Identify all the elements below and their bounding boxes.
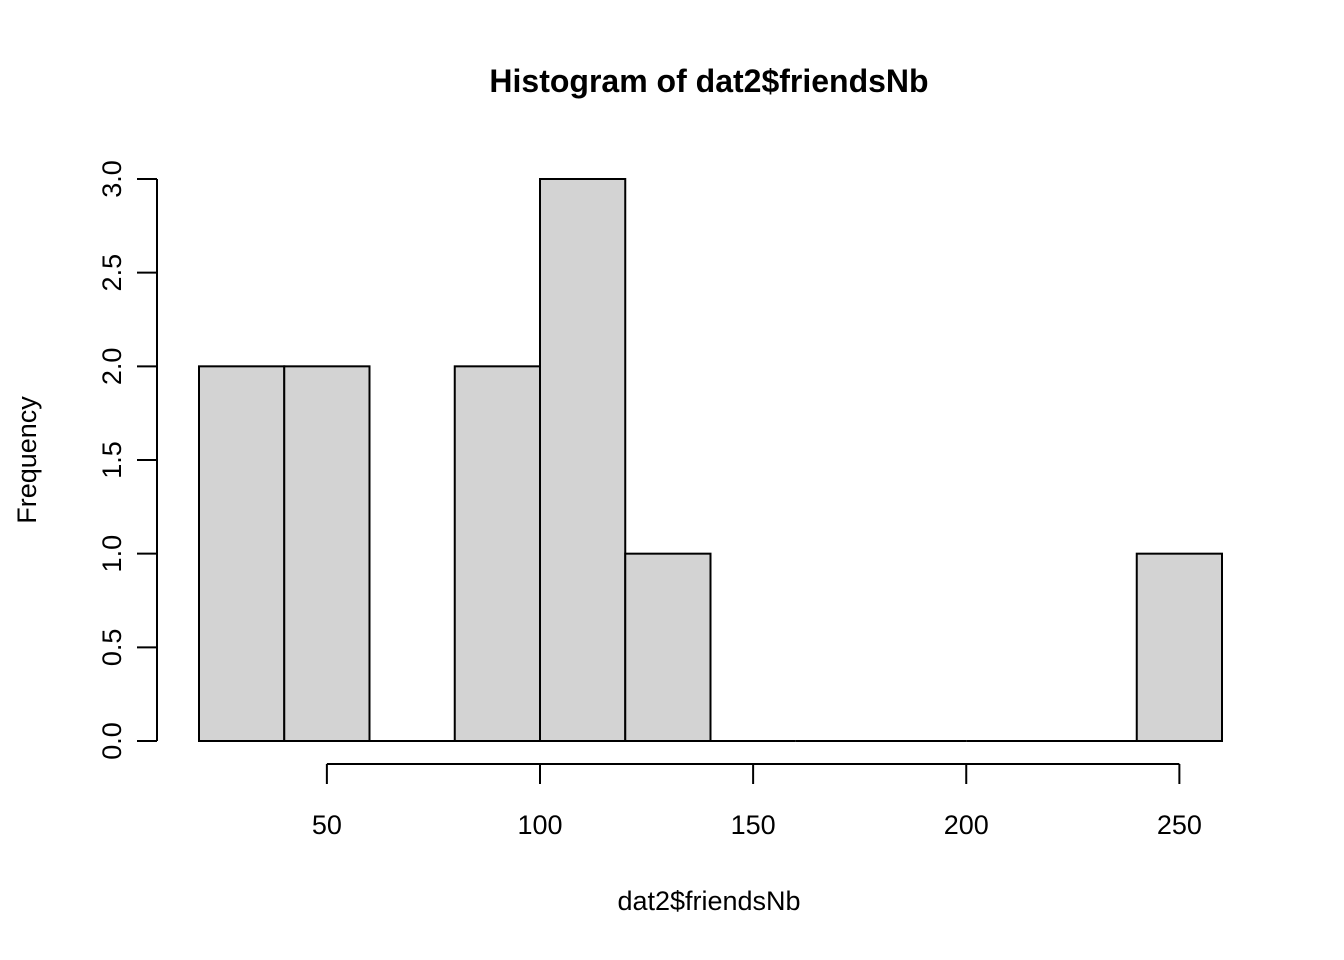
histogram-bar: [539, 178, 627, 742]
y-tick-label: 0.0: [97, 722, 127, 760]
histogram-bar: [283, 365, 371, 742]
histogram-bar: [624, 552, 712, 743]
x-tick-label: 100: [517, 810, 562, 840]
x-tick-label: 50: [312, 810, 342, 840]
y-axis-label: Frequency: [12, 396, 42, 524]
x-axis: 50 100 150 200 250: [312, 763, 1202, 840]
y-tick-label: 1.0: [97, 535, 127, 573]
y-tick-label: 1.5: [97, 441, 127, 479]
y-tick-label: 3.0: [97, 160, 127, 198]
y-axis: 0.0 0.5 1.0 1.5 2.0 2.5 3.0: [97, 160, 158, 760]
y-tick-label: 2.0: [97, 348, 127, 386]
x-tick-label: 250: [1157, 810, 1202, 840]
chart-title: Histogram of dat2$friendsNb: [489, 63, 928, 99]
bars-group: [198, 178, 1223, 743]
histogram-bar: [1135, 552, 1223, 743]
x-axis-label: dat2$friendsNb: [617, 886, 800, 916]
y-tick-label: 2.5: [97, 254, 127, 292]
x-tick-label: 200: [944, 810, 989, 840]
histogram-bar: [453, 365, 541, 742]
x-tick-label: 150: [731, 810, 776, 840]
histogram-bar: [198, 365, 286, 742]
y-tick-label: 0.5: [97, 629, 127, 667]
